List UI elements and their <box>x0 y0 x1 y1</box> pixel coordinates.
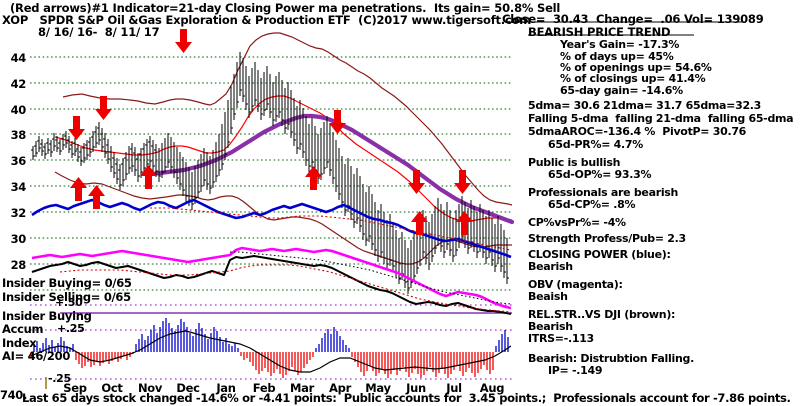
x-axis-month-dec: Dec <box>176 381 200 395</box>
y-axis-label-40: 40 <box>10 103 27 117</box>
stat-relstr-value: Bearish <box>528 320 573 333</box>
stat-strength-ratio: Strength Profess/Pub= 2.3 <box>528 232 686 245</box>
accum-index-line <box>30 330 512 373</box>
stat-65d-pr: 65d-PR%= 4.7% <box>548 138 643 151</box>
stat-itrs: ITRS=-.113 <box>528 332 594 345</box>
lower-band-line <box>54 171 512 265</box>
accum-title-line3: Index <box>2 336 37 350</box>
indicator-headline: (Red arrows)#1 Indicator=21-day Closing … <box>10 1 561 15</box>
stat-days-up: % of days up= 45% <box>560 50 674 63</box>
y-axis-label-28: 28 <box>10 258 27 272</box>
stat-relstr-title: REL.STR..VS DJI (brown): <box>528 308 676 321</box>
accum-index-value: AI= 46/200 <box>2 349 71 363</box>
ma65-line <box>149 113 515 225</box>
stat-obv-value: Beaish <box>528 290 568 303</box>
stat-65d-op: 65d-OP%= 93.3% <box>548 168 652 181</box>
date-range: 8/ 16/ 16- 8/ 11/ 17 <box>38 25 160 39</box>
footer-summary: Last 65 days stock changed -14.6% or -4.… <box>22 391 791 405</box>
insider-selling-count: Insider Selling= 0/65 <box>2 290 131 304</box>
x-axis-month-feb: Feb <box>252 381 276 395</box>
stat-ma-direction: Falling 5-dma falling 21-dma falling 65-… <box>528 112 794 125</box>
y-axis-label-30: 30 <box>10 232 27 246</box>
x-axis-months: Sep Oct Nov Dec Jan Feb Mar Apr May Jun … <box>0 381 520 395</box>
y-axis-label-38: 38 <box>10 128 27 142</box>
stat-aroc-pivot: 5dmaAROC=-136.4 % PivotP= 30.76 <box>528 125 747 138</box>
x-axis-month-oct: Oct <box>101 381 123 395</box>
obv-ma-dotted <box>230 251 512 305</box>
scale-label-plus-50: +.50 <box>55 296 83 309</box>
x-axis-month-may: May <box>365 381 391 395</box>
x-axis-month-mar: Mar <box>290 381 314 395</box>
stat-closings-up: % of closings up= 41.4% <box>560 72 706 85</box>
stat-65day-gain: 65-day gain= -14.6% <box>560 84 683 97</box>
sell-arrow-group <box>68 29 471 194</box>
x-axis-month-aug: Aug <box>479 381 505 395</box>
relative-strength-line <box>31 255 512 315</box>
upper-band-line <box>62 32 513 206</box>
stat-public-sentiment: Public is bullish <box>528 156 621 169</box>
stat-obv-title: OBV (magenta): <box>528 278 623 291</box>
scale-label-minus-25: -.25 <box>48 372 71 385</box>
scale-label-plus-25: +.25 <box>57 322 85 335</box>
stat-openings-up: % of openings up= 54.6% <box>560 61 712 74</box>
x-axis-month-apr: Apr <box>329 381 351 395</box>
closing-power-ma <box>150 207 512 251</box>
y-axis-label-34: 34 <box>10 180 27 194</box>
accum-gridlines <box>30 304 512 380</box>
stat-professional-sentiment: Professionals are bearish <box>528 186 679 199</box>
accum-title-line2: Accum <box>2 322 44 336</box>
y-axis-label-36: 36 <box>10 154 27 168</box>
x-axis-month-sep: Sep <box>63 381 87 395</box>
insider-buying-count: Insider Buying= 0/65 <box>2 276 132 290</box>
stat-moving-averages: 5dma= 30.6 21dma= 31.7 65dma=32.3 <box>528 99 762 112</box>
x-axis-month-jul: Jul <box>446 381 462 395</box>
footer-clipped-text: 740. <box>0 388 27 402</box>
buy-arrow-group <box>70 165 473 235</box>
stat-years-gain: Year's Gain= -17.3% <box>560 38 680 51</box>
relative-strength-ma <box>59 264 512 313</box>
y-axis-label-44: 44 <box>10 51 27 65</box>
obv-line <box>31 246 512 310</box>
stat-65d-cp: 65d-CP%= .8% <box>548 198 636 211</box>
y-axis-label-42: 42 <box>10 77 27 91</box>
y-axis-label-32: 32 <box>10 206 27 220</box>
accumulation-histogram <box>30 318 512 378</box>
signal-arrows <box>68 29 473 235</box>
stat-closing-power-value: Bearish <box>528 260 573 273</box>
stat-cp-vs-pr: CP%vsPr%= -4% <box>528 216 626 229</box>
x-axis-month-jun: Jun <box>406 381 426 395</box>
stat-distribution: Bearish: Distrubtion Falling. <box>528 352 694 365</box>
stat-ip-value: IP= -.149 <box>548 364 603 377</box>
symbol-title: XOP SPDR S&P Oil &Gas Exploration & Prod… <box>2 13 532 27</box>
x-axis-month-jan: Jan <box>216 381 236 395</box>
x-axis-month-nov: Nov <box>137 381 163 395</box>
accum-title-line1: Insider Buying <box>2 309 92 323</box>
stat-closing-power-title: CLOSING POWER (blue): <box>528 248 671 261</box>
closing-power-line <box>31 198 512 259</box>
